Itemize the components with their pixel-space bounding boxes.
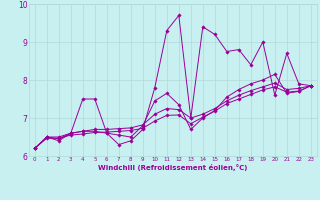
X-axis label: Windchill (Refroidissement éolien,°C): Windchill (Refroidissement éolien,°C) (98, 164, 247, 171)
